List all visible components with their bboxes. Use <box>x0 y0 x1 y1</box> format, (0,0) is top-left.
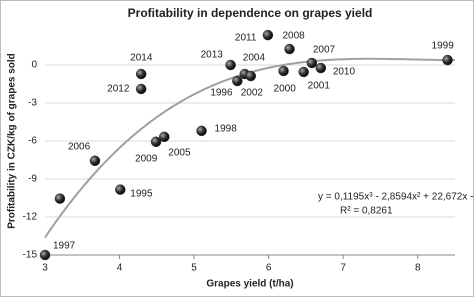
point <box>442 54 453 66</box>
point-label: 2013 <box>201 50 224 61</box>
point <box>315 62 327 74</box>
point <box>225 59 236 71</box>
point-label: 2001 <box>308 81 331 92</box>
point-label: 1999 <box>432 41 455 52</box>
point <box>284 43 295 55</box>
point <box>196 125 207 137</box>
x-tick-label: 5 <box>191 263 197 274</box>
y-tick-label: -3 <box>28 98 37 109</box>
point <box>150 136 162 148</box>
point <box>89 155 101 167</box>
point <box>159 131 170 143</box>
point-label: 1996 <box>210 88 233 99</box>
point-label: 2011 <box>235 33 257 44</box>
point <box>39 249 51 261</box>
x-axis-title: Grapes yield (t/ha) <box>206 279 293 290</box>
y-axis-title: Profitability in CZK/kg of grapes sold <box>7 53 18 229</box>
point-label: 2002 <box>241 88 264 99</box>
x-tick-label: 8 <box>415 263 421 274</box>
y-tick-label: -12 <box>23 212 38 223</box>
point-label: 2008 <box>283 31 306 42</box>
point <box>54 193 66 204</box>
point <box>232 75 243 87</box>
y-tick-label: -9 <box>28 174 37 185</box>
point-label: 1995 <box>130 188 153 199</box>
x-tick-label: 4 <box>117 263 123 274</box>
point-label: 1998 <box>215 124 238 135</box>
point-label: 1997 <box>53 241 76 252</box>
point-label: 2007 <box>313 45 336 56</box>
point-label: 2012 <box>107 84 130 95</box>
point <box>262 29 274 41</box>
y-tick-label: 0 <box>31 60 37 71</box>
point <box>245 70 256 82</box>
point-label: 2005 <box>168 147 191 158</box>
y-tick-label: -15 <box>23 250 38 261</box>
point-label: 2014 <box>130 53 153 64</box>
trend-r2: R² = 0,8261 <box>340 206 393 217</box>
chart-title: Profitability in dependence on grapes yi… <box>128 6 373 20</box>
x-tick-label: 6 <box>266 263 272 274</box>
point <box>278 65 289 77</box>
point-label: 2006 <box>68 141 91 152</box>
point-label: 2004 <box>243 53 266 64</box>
x-tick-label: 7 <box>340 263 346 274</box>
point <box>298 66 309 78</box>
point <box>135 68 147 80</box>
point-label: 2009 <box>135 153 158 164</box>
y-tick-label: -6 <box>28 136 37 147</box>
point <box>115 184 126 195</box>
point-label: 2010 <box>333 67 356 78</box>
point <box>306 57 318 69</box>
x-tick-label: 3 <box>42 263 48 274</box>
trend-equation: y = 0,1195x³ - 2,8594x² + 22,672x - 59,1… <box>318 192 474 203</box>
point-label: 2000 <box>274 84 297 95</box>
point <box>135 83 147 95</box>
